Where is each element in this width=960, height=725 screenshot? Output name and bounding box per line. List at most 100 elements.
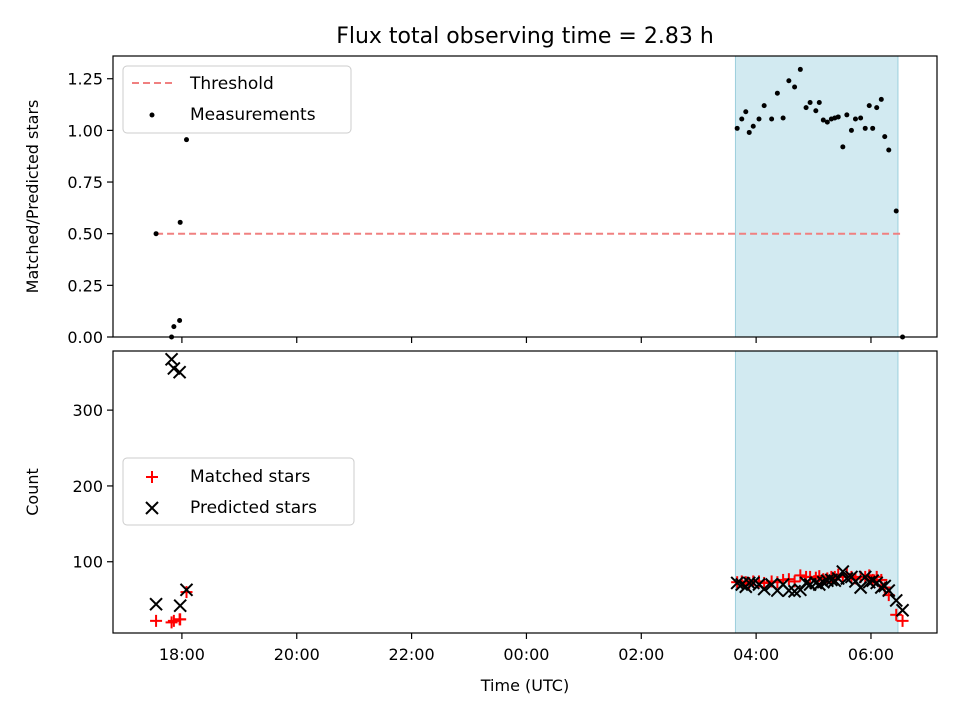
x-axis-label: Time (UTC) (480, 676, 569, 695)
predicted-star-marker (179, 583, 194, 597)
flux-ratio-panel: Flux total observing time = 2.83 h 0.000… (23, 24, 938, 347)
predicted-star-marker (853, 580, 868, 595)
bottom-y-axis-label: Count (23, 468, 42, 516)
predicted-star-marker (812, 577, 826, 592)
y-tick-label: 0.25 (67, 276, 103, 295)
top-y-ticks: 0.00 0.25 0.50 0.75 1.00 1.25 (67, 70, 113, 347)
bottom-x-ticks: 18:00 20:00 22:00 00:00 02:00 04:00 06:00 (159, 633, 894, 664)
top-x-ticks (181, 337, 872, 343)
predicted-star-marker (889, 593, 903, 608)
measurement-point (813, 108, 819, 114)
predicted-star-marker (874, 580, 889, 595)
predicted-star-marker (799, 576, 813, 590)
measurement-point (750, 123, 756, 129)
star-count-panel: 100 200 300 18:00 20:00 22:00 00:00 02:00 04:00… (23, 350, 938, 695)
y-tick-label: 300 (72, 401, 103, 420)
measurement-point (848, 127, 854, 133)
top-axes-frame (112, 55, 938, 338)
y-tick-label: 100 (72, 553, 103, 572)
predicted-star-marker (865, 573, 880, 588)
measurement-point (878, 96, 884, 102)
predicted-star-marker (172, 365, 187, 379)
y-tick-label: 0.50 (67, 225, 103, 244)
measurement-point (835, 114, 841, 120)
x-tick-label: 18:00 (159, 645, 205, 664)
measurement-point (769, 116, 775, 122)
measurement-point (862, 125, 868, 131)
measurement-point (774, 90, 780, 96)
y-tick-label: 200 (72, 477, 103, 496)
y-tick-label: 0.75 (67, 173, 103, 192)
matched-star-marker (180, 586, 193, 599)
measurement-point (886, 147, 892, 153)
predicted-star-marker (816, 575, 831, 589)
measurement-point (780, 115, 786, 121)
y-tick-label: 0.00 (67, 328, 103, 347)
predicted-star-marker (757, 582, 771, 596)
measurement-point (893, 208, 899, 214)
x-tick-label: 06:00 (848, 645, 894, 664)
measurement-point (734, 125, 740, 131)
top-legend-box (122, 65, 352, 134)
matched-star-marker (890, 608, 903, 621)
measurement-point (786, 78, 792, 84)
measurement-point (153, 231, 159, 237)
bottom-legend: Matched stars Predicted stars (122, 457, 355, 526)
x-tick-label: 22:00 (389, 645, 435, 664)
measurement-point (858, 115, 864, 121)
legend-measurements-label: Measurements (190, 105, 316, 125)
measurement-point (803, 105, 809, 111)
x-tick-label: 04:00 (733, 645, 779, 664)
legend-matched-label: Matched stars (190, 467, 310, 487)
measurement-point (171, 324, 177, 330)
matched-star-marker (794, 569, 807, 582)
matched-star-marker (167, 614, 180, 627)
measurement-point (870, 125, 876, 131)
legend-predicted-swatch (145, 501, 159, 515)
measurement-point (743, 109, 749, 115)
measurement-point (797, 66, 803, 72)
matched-star-marker (896, 614, 909, 627)
predicted-star-marker (882, 583, 896, 598)
measurement-point (816, 99, 822, 105)
predicted-star-marker (167, 361, 181, 376)
matched-star-marker (174, 613, 187, 626)
measurement-point (177, 219, 183, 225)
bottom-axes-frame (112, 350, 938, 634)
measurement-point (177, 317, 183, 323)
legend-threshold-label: Threshold (189, 74, 274, 94)
predicted-star-marker (149, 597, 163, 611)
legend-predicted-label: Predicted stars (190, 498, 317, 518)
predicted-star-marker (730, 576, 744, 590)
top-legend: Threshold Measurements (122, 65, 352, 134)
top-y-axis-label: Matched/Predicted stars (23, 100, 42, 294)
bottom-series (149, 352, 910, 629)
measurement-point (761, 103, 767, 109)
measurement-point (739, 116, 745, 122)
shaded-region (735, 351, 898, 633)
measurement-point (824, 119, 830, 125)
x-tick-label: 02:00 (618, 645, 664, 664)
measurement-point (840, 144, 846, 150)
measurement-point (852, 116, 858, 122)
chart-title: Flux total observing time = 2.83 h (336, 24, 714, 49)
predicted-star-marker (840, 571, 854, 586)
measurement-point (882, 134, 888, 140)
legend-matched-swatch (146, 471, 158, 483)
predicted-star-marker (173, 599, 187, 613)
measurement-point (183, 137, 189, 143)
matched-star-marker (150, 614, 163, 627)
predicted-star-marker (836, 564, 850, 579)
matched-star-marker (165, 616, 178, 629)
measurement-point (866, 103, 872, 109)
y-tick-label: 1.00 (67, 121, 103, 140)
measurement-point (844, 112, 850, 118)
measurement-point (792, 84, 798, 90)
shaded-region (735, 56, 898, 337)
bottom-legend-box (122, 457, 355, 526)
x-tick-label: 20:00 (274, 645, 320, 664)
y-tick-label: 1.25 (67, 70, 103, 89)
measurement-point (874, 105, 880, 111)
